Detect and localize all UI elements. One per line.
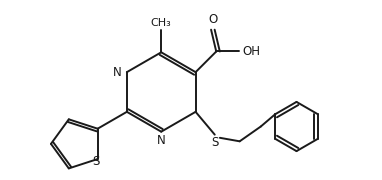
Text: N: N xyxy=(113,66,122,79)
Text: OH: OH xyxy=(243,45,261,58)
Text: S: S xyxy=(92,154,99,168)
Text: CH₃: CH₃ xyxy=(151,18,172,28)
Text: N: N xyxy=(157,134,166,147)
Text: S: S xyxy=(211,136,219,149)
Text: O: O xyxy=(208,14,217,26)
